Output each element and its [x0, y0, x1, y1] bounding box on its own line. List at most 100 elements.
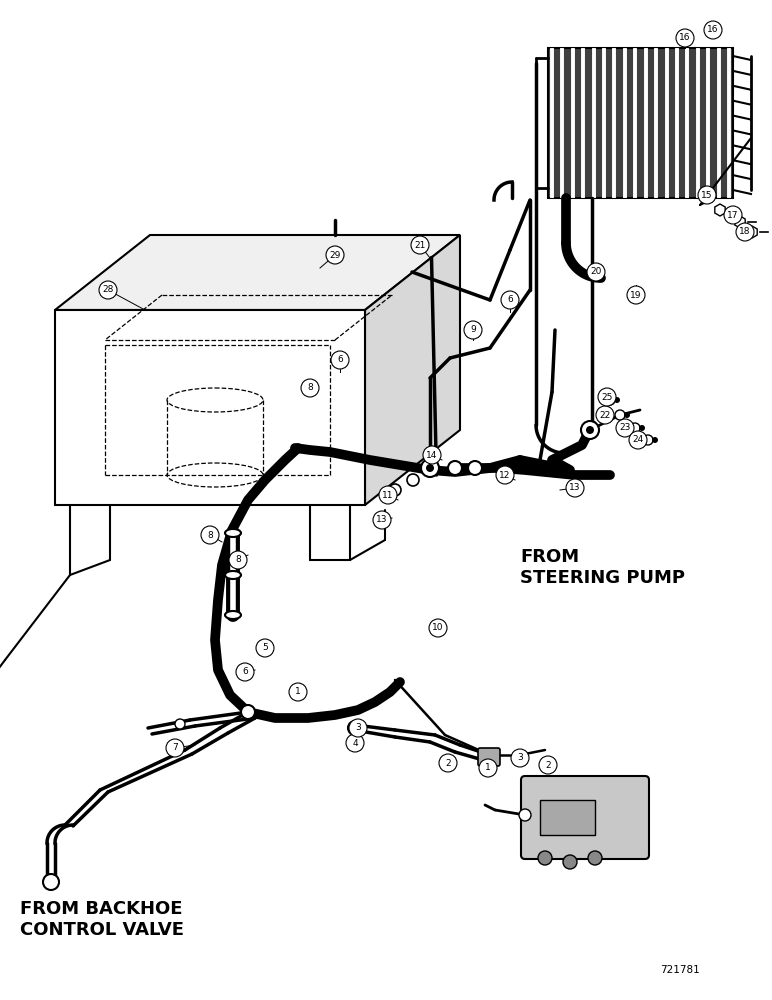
Text: 15: 15 — [701, 190, 713, 200]
Text: 18: 18 — [740, 228, 750, 236]
Circle shape — [379, 486, 397, 504]
FancyBboxPatch shape — [521, 776, 649, 859]
Text: 24: 24 — [632, 436, 644, 444]
Text: 13: 13 — [376, 516, 388, 524]
Circle shape — [539, 756, 557, 774]
Text: FROM BACKHOE
CONTROL VALVE: FROM BACKHOE CONTROL VALVE — [20, 900, 184, 939]
Text: 16: 16 — [707, 25, 719, 34]
Text: 25: 25 — [601, 392, 613, 401]
Text: 6: 6 — [507, 296, 513, 304]
Circle shape — [175, 719, 185, 729]
Circle shape — [596, 406, 614, 424]
Circle shape — [256, 639, 274, 657]
Polygon shape — [365, 235, 460, 505]
Text: 10: 10 — [432, 624, 444, 633]
Circle shape — [616, 419, 634, 437]
Circle shape — [348, 721, 362, 735]
Circle shape — [289, 683, 307, 701]
Ellipse shape — [225, 571, 241, 579]
Circle shape — [448, 461, 462, 475]
Circle shape — [704, 21, 722, 39]
Circle shape — [615, 410, 625, 420]
Circle shape — [598, 388, 616, 406]
Text: 1: 1 — [295, 688, 301, 696]
Circle shape — [201, 526, 219, 544]
Circle shape — [652, 437, 658, 443]
Text: 7: 7 — [172, 744, 178, 752]
Text: 8: 8 — [307, 383, 313, 392]
Text: 11: 11 — [382, 490, 394, 499]
Polygon shape — [55, 310, 365, 505]
Text: 17: 17 — [727, 211, 739, 220]
Circle shape — [439, 754, 457, 772]
Circle shape — [496, 466, 514, 484]
Ellipse shape — [225, 611, 241, 619]
Circle shape — [588, 851, 602, 865]
Circle shape — [724, 206, 742, 224]
Circle shape — [630, 423, 640, 433]
Text: 3: 3 — [355, 724, 361, 732]
Circle shape — [643, 435, 653, 445]
Bar — [548, 48, 733, 198]
Bar — [540, 800, 595, 835]
Circle shape — [99, 281, 117, 299]
Circle shape — [229, 551, 247, 569]
Text: 21: 21 — [415, 240, 425, 249]
FancyBboxPatch shape — [478, 748, 500, 766]
Circle shape — [241, 705, 255, 719]
Circle shape — [407, 474, 419, 486]
Text: 22: 22 — [599, 410, 611, 420]
Text: 8: 8 — [207, 530, 213, 540]
Circle shape — [511, 749, 529, 767]
Circle shape — [331, 351, 349, 369]
Text: 28: 28 — [103, 286, 113, 294]
Circle shape — [581, 421, 599, 439]
Circle shape — [501, 291, 519, 309]
Circle shape — [614, 397, 620, 403]
Circle shape — [563, 855, 577, 869]
Text: 5: 5 — [262, 644, 268, 652]
Circle shape — [676, 29, 694, 47]
Circle shape — [586, 426, 594, 434]
Text: 721781: 721781 — [660, 965, 700, 975]
Polygon shape — [55, 235, 460, 310]
Circle shape — [639, 425, 645, 431]
Text: 6: 6 — [337, 356, 343, 364]
Text: 29: 29 — [330, 250, 340, 259]
Circle shape — [538, 851, 552, 865]
Text: 23: 23 — [619, 424, 631, 432]
Circle shape — [629, 431, 647, 449]
Circle shape — [426, 464, 434, 472]
Ellipse shape — [225, 529, 241, 537]
Text: 14: 14 — [426, 450, 438, 460]
Circle shape — [301, 379, 319, 397]
Circle shape — [468, 461, 482, 475]
Circle shape — [698, 186, 716, 204]
Circle shape — [736, 223, 754, 241]
Text: 16: 16 — [679, 33, 691, 42]
Circle shape — [479, 759, 497, 777]
Circle shape — [605, 395, 615, 405]
Circle shape — [326, 246, 344, 264]
Circle shape — [166, 739, 184, 757]
Circle shape — [236, 663, 254, 681]
Text: 19: 19 — [630, 290, 642, 300]
Circle shape — [587, 263, 605, 281]
Circle shape — [566, 479, 584, 497]
Circle shape — [389, 484, 401, 496]
Text: 4: 4 — [352, 738, 357, 748]
Circle shape — [373, 511, 391, 529]
Text: 13: 13 — [569, 484, 581, 492]
Text: 1: 1 — [485, 764, 491, 772]
Text: 8: 8 — [235, 556, 241, 564]
Circle shape — [627, 286, 645, 304]
Text: 20: 20 — [591, 267, 601, 276]
Circle shape — [464, 321, 482, 339]
Circle shape — [423, 446, 441, 464]
Circle shape — [411, 236, 429, 254]
Circle shape — [346, 734, 364, 752]
Text: 2: 2 — [545, 760, 550, 770]
Circle shape — [624, 412, 630, 418]
Text: 12: 12 — [499, 471, 511, 480]
Circle shape — [519, 809, 531, 821]
